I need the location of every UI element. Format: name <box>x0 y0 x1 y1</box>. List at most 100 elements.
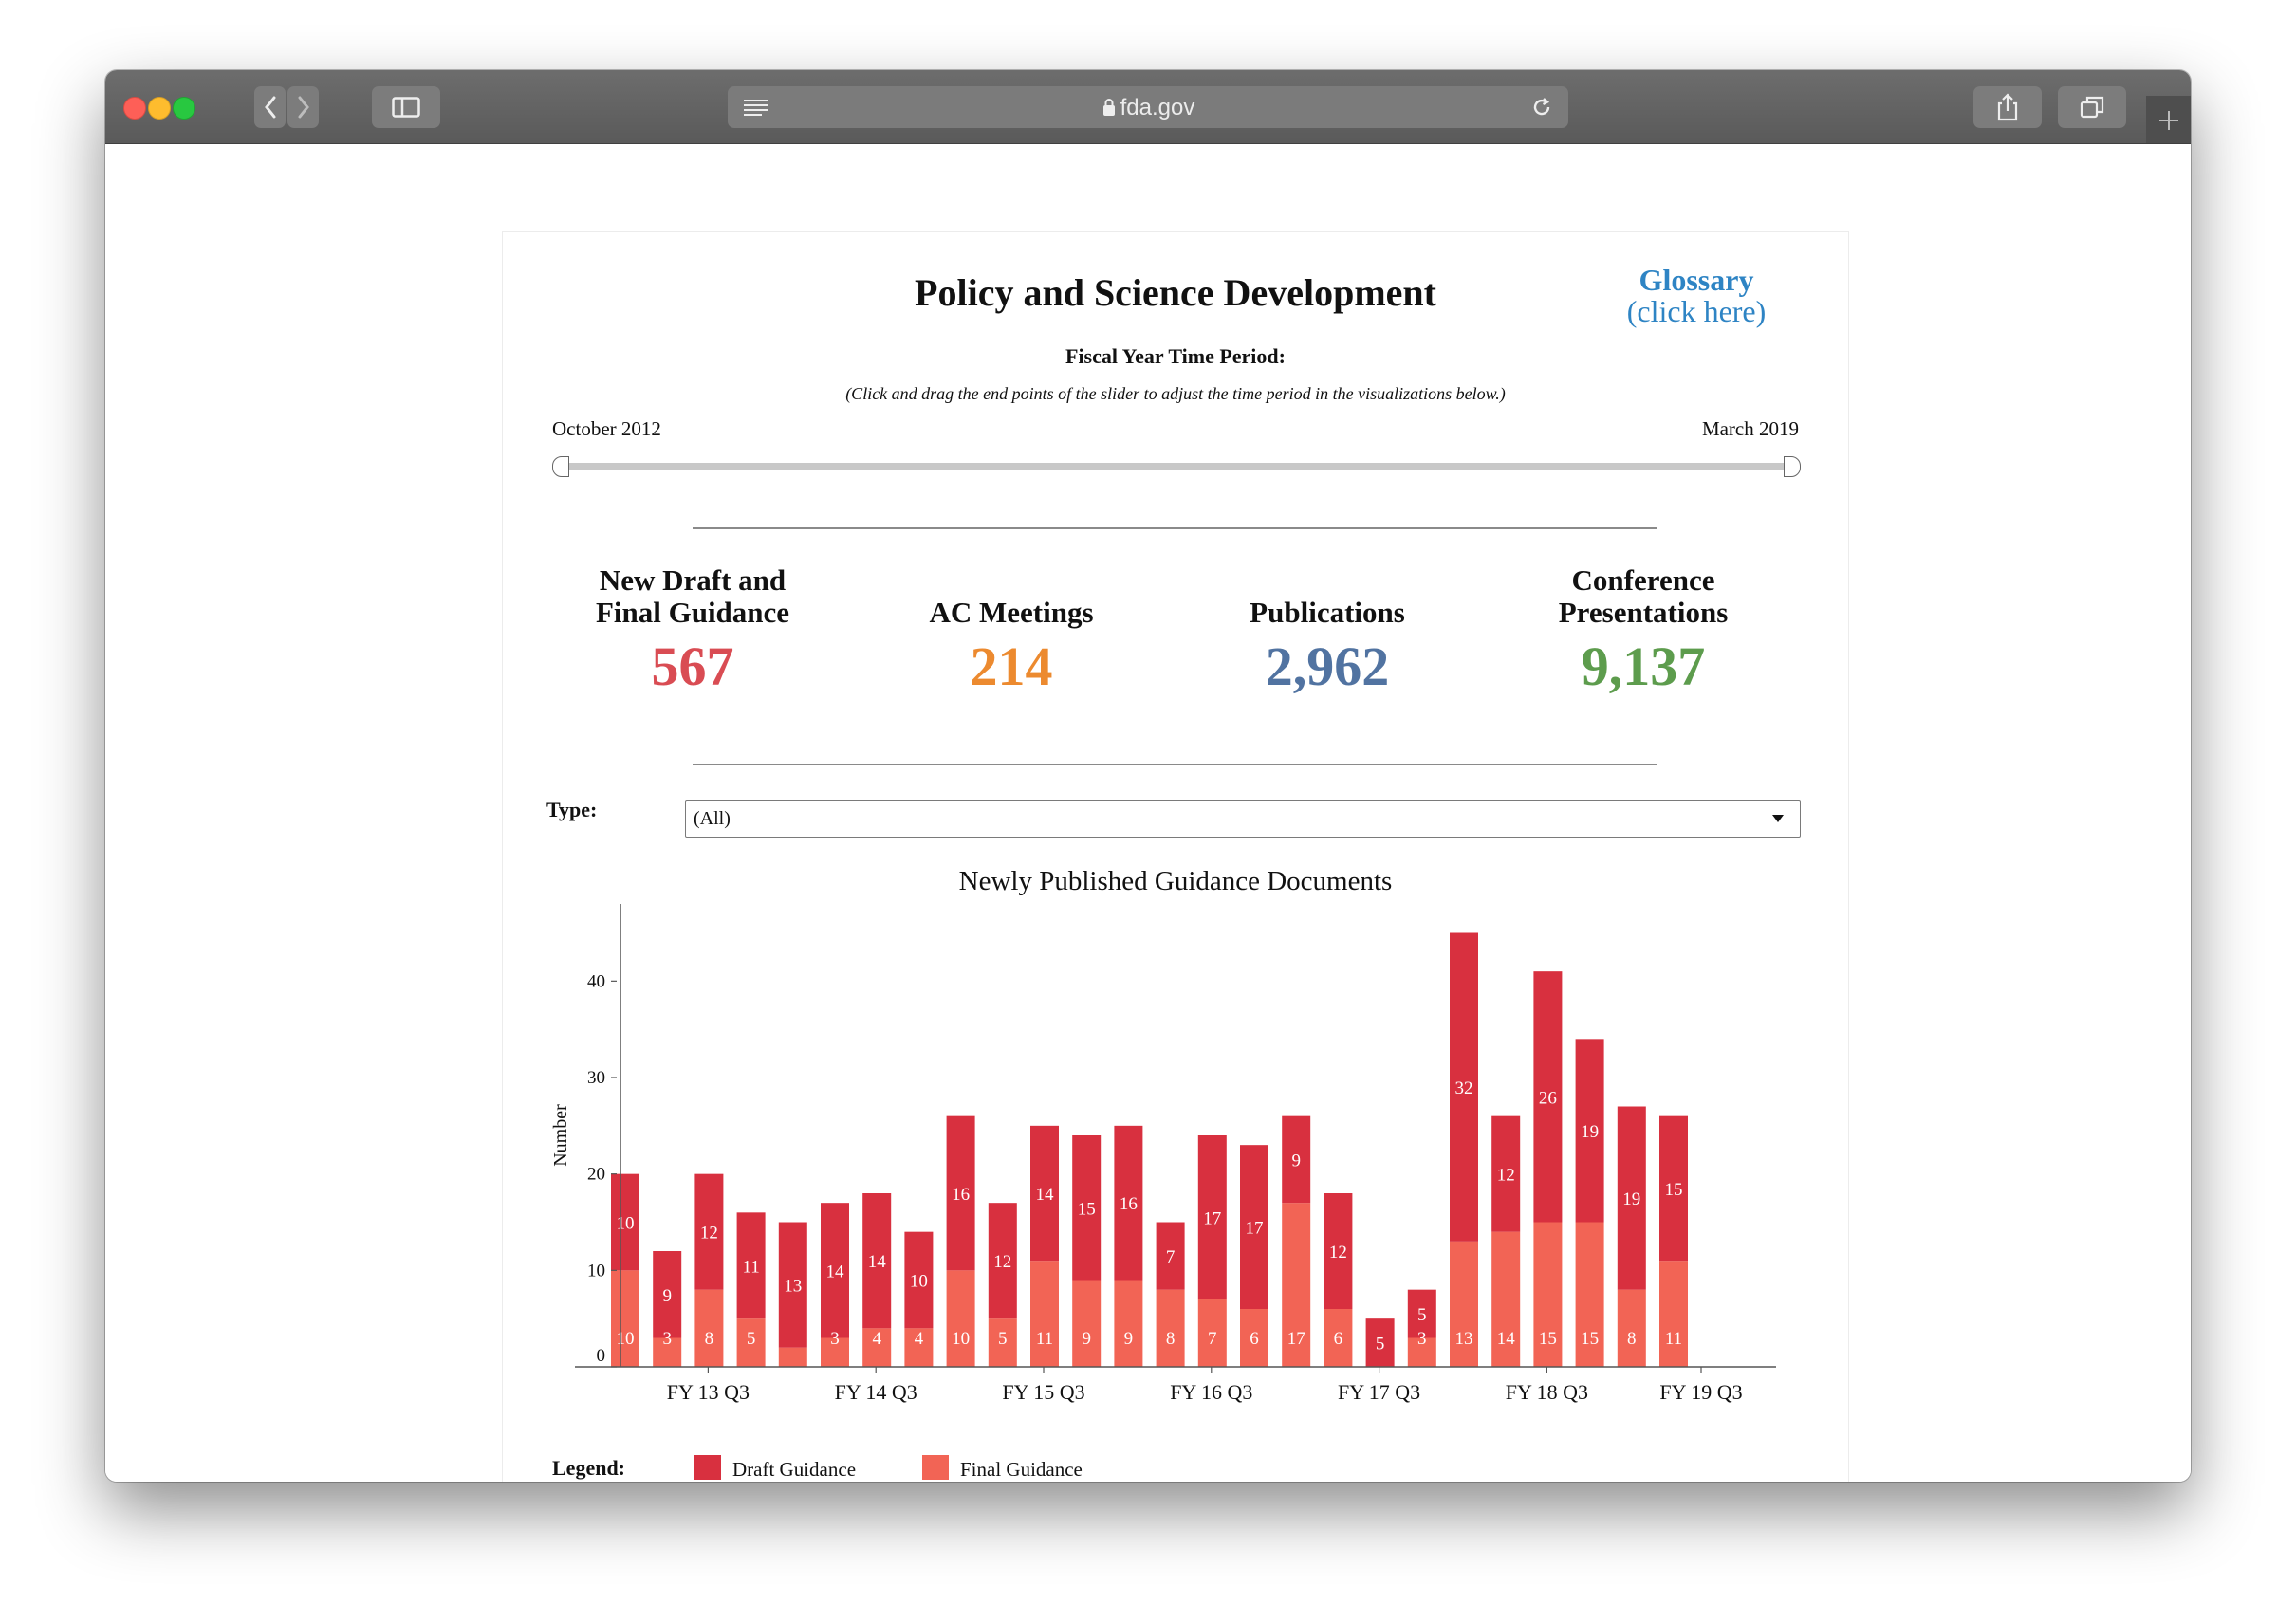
x-tick-label: FY 16 Q3 <box>1170 1380 1252 1404</box>
section-divider <box>693 527 1657 529</box>
bar-label-final: 9 <box>1124 1329 1134 1349</box>
bar-label-draft: 15 <box>1665 1180 1683 1200</box>
bar-final-guidance <box>1407 1337 1436 1367</box>
bar-label-draft: 12 <box>1497 1166 1515 1186</box>
bar-final-guidance <box>1491 1231 1521 1367</box>
bar-label-final: 14 <box>1497 1329 1516 1349</box>
y-axis-label: Number <box>550 1104 571 1167</box>
bar-label-final: 4 <box>872 1329 881 1349</box>
type-filter-dropdown[interactable]: (All) <box>685 800 1801 838</box>
period-label: Fiscal Year Time Period: <box>1065 344 1286 368</box>
bar-final-guidance <box>862 1328 892 1367</box>
share-button[interactable] <box>1973 86 2042 128</box>
zoom-window-button[interactable] <box>173 97 195 120</box>
bar-draft-guidance <box>1156 1222 1185 1290</box>
new-tab-button[interactable] <box>2146 96 2191 143</box>
bar-final-guidance <box>1659 1261 1688 1367</box>
url-display: fda.gov <box>728 95 1568 121</box>
bar-label-draft: 12 <box>993 1252 1011 1272</box>
slider-start-handle[interactable] <box>552 456 569 477</box>
type-filter-value: (All) <box>694 808 731 829</box>
bar-draft-guidance <box>988 1203 1017 1319</box>
bar-draft-guidance <box>1617 1106 1646 1290</box>
bar-label-draft: 7 <box>1166 1247 1176 1267</box>
bar-label-draft: 26 <box>1539 1088 1557 1108</box>
bar-final-guidance <box>694 1289 724 1367</box>
bar-draft-guidance <box>736 1212 766 1319</box>
dashboard-card: Policy and Science Development Glossary … <box>502 231 1849 1482</box>
bar-draft-guidance <box>1575 1039 1604 1223</box>
page-title: Policy and Science Development <box>915 271 1436 314</box>
bar-label-draft: 15 <box>1078 1199 1096 1219</box>
bar-label-draft: 10 <box>617 1214 635 1234</box>
bar-draft-guidance <box>1533 971 1563 1223</box>
bar-label-final: 10 <box>617 1329 635 1349</box>
bar-label-final: 3 <box>662 1329 672 1349</box>
bar-label-final: 10 <box>952 1329 970 1349</box>
kpi-guidance: New Draft and Final Guidance 567 <box>550 564 835 698</box>
slider-end-handle[interactable] <box>1784 456 1801 477</box>
bar-draft-guidance <box>778 1222 807 1348</box>
kpi-guidance-value: 567 <box>651 636 734 697</box>
dropdown-arrow-icon <box>1772 815 1784 822</box>
bar-final-guidance <box>1575 1222 1604 1367</box>
bar-draft-guidance <box>611 1173 639 1271</box>
bar-label-draft: 12 <box>700 1224 718 1244</box>
slider-start-label: October 2012 <box>552 417 661 440</box>
bar-label-final: 6 <box>1334 1329 1343 1349</box>
legend-item-draft: Draft Guidance <box>732 1458 857 1481</box>
bar-label-final: 5 <box>747 1329 756 1349</box>
y-tick-label: 20 <box>587 1165 605 1185</box>
bar-final-guidance <box>904 1328 934 1367</box>
bar-label-draft: 9 <box>1291 1151 1301 1170</box>
bar-draft-guidance <box>862 1193 892 1329</box>
plus-icon <box>2159 111 2178 130</box>
lock-icon <box>1102 99 1115 116</box>
bar-label-draft: 14 <box>1036 1185 1055 1205</box>
bar-draft-guidance <box>1030 1125 1059 1262</box>
x-tick-label: FY 15 Q3 <box>1002 1380 1084 1404</box>
sidebar-toggle-button[interactable] <box>372 86 440 128</box>
bar-label-final: 9 <box>1082 1329 1091 1349</box>
bar-final-guidance <box>1030 1261 1059 1367</box>
bar-label-final: 5 <box>998 1329 1008 1349</box>
forward-button[interactable] <box>287 86 319 128</box>
chevron-left-icon <box>264 96 275 119</box>
bar-draft-guidance <box>1365 1318 1395 1367</box>
glossary-link[interactable]: Glossary (click here) <box>1611 265 1782 327</box>
bar-final-guidance <box>988 1318 1017 1367</box>
x-tick-label: FY 13 Q3 <box>667 1380 750 1404</box>
kpi-ac-meetings: AC Meetings 214 <box>869 564 1154 698</box>
bar-label-final: 13 <box>1455 1329 1473 1349</box>
bar-label-final: 7 <box>1208 1329 1217 1349</box>
section-divider <box>693 764 1657 765</box>
bar-final-guidance <box>1240 1309 1268 1367</box>
close-window-button[interactable] <box>123 97 146 120</box>
bar-draft-guidance <box>821 1203 849 1338</box>
tabs-overview-button[interactable] <box>2058 86 2126 128</box>
bar-label-final: 6 <box>1250 1329 1259 1349</box>
address-bar[interactable]: fda.gov <box>728 86 1568 128</box>
minimize-window-button[interactable] <box>148 97 171 120</box>
slider-track <box>562 463 1791 470</box>
guidance-bar-chart: 10 10 3 9 8 12 5 11 13 3 14 4 14 4 10 10 16 5 12 11 14 9 15 9 16… <box>550 904 1776 1404</box>
reader-view-icon[interactable] <box>743 99 769 116</box>
bar-final-guidance <box>946 1270 975 1367</box>
bar-label-draft: 14 <box>868 1252 887 1272</box>
bar-label-draft: 19 <box>1581 1122 1599 1142</box>
time-period-slider[interactable] <box>552 456 1801 477</box>
back-button[interactable] <box>254 86 286 128</box>
kpi-ac-meetings-label: AC Meetings <box>929 596 1094 629</box>
kpi-publications-value: 2,962 <box>1265 636 1390 697</box>
bar-final-guidance <box>1072 1280 1102 1367</box>
bar-label-final: 15 <box>1539 1329 1557 1349</box>
bar-label-draft: 9 <box>662 1286 672 1306</box>
bar-final-guidance <box>611 1270 639 1367</box>
bar-label-draft: 17 <box>1203 1208 1221 1228</box>
sidebar-icon <box>392 97 420 118</box>
bar-final-guidance <box>1114 1280 1143 1367</box>
reload-icon[interactable] <box>1530 96 1553 119</box>
bar-final-guidance <box>821 1337 849 1367</box>
kpi-conference: Conference Presentations 9,137 <box>1501 564 1786 698</box>
slider-end-label: March 2019 <box>1701 417 1799 440</box>
